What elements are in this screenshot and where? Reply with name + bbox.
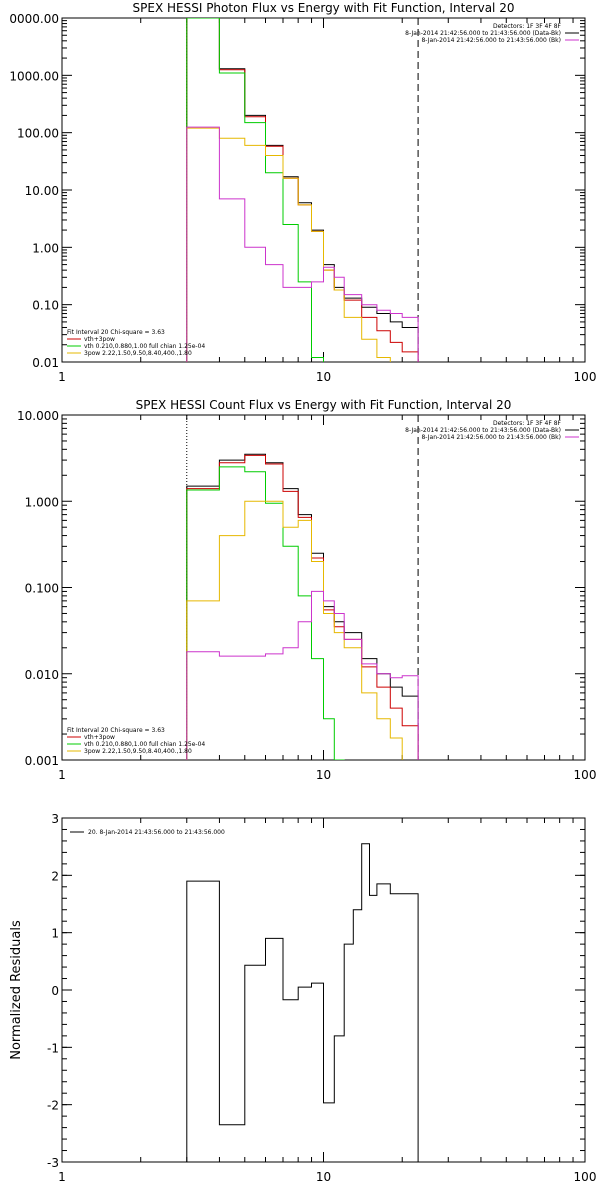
y-tick-label: 3 [51, 812, 59, 826]
chart-title: SPEX HESSI Photon Flux vs Energy with Fi… [133, 1, 515, 15]
x-tick-label: 100 [574, 370, 597, 384]
legend-top-right-text: 8-Jan-2014 21:42:56.000 to 21:43:56.000 … [421, 434, 561, 441]
series-line-bk [186, 590, 419, 760]
legend-top-right-text: Detectors: 1F 3F 4F 8F [493, 23, 562, 30]
legend-bottom-left-text: vth 0.210,0.880,1.00 full chian 1.25e-04 [84, 343, 205, 350]
legend-bottom-left-text: Fit Interval 20 Chi-square = 3.63 [67, 727, 165, 734]
series-line-3pow [186, 127, 391, 362]
series-line-residuals [186, 843, 419, 1162]
series-group [186, 843, 419, 1162]
series-group [186, 453, 419, 760]
y-tick-label: 100.00 [17, 127, 59, 141]
x-tick-label: 1 [58, 768, 66, 782]
legend-bottom-left-text: Fit Interval 20 Chi-square = 3.63 [67, 329, 165, 336]
count-flux-panel: SPEX HESSI Count Flux vs Energy with Fit… [17, 398, 597, 782]
y-tick-label: -3 [47, 1156, 59, 1170]
series-line-vth [186, 466, 345, 760]
y-tick-label: 0000.00 [9, 12, 59, 26]
y-tick-label: 10.00 [25, 184, 59, 198]
x-tick-label: 100 [574, 768, 597, 782]
series-line-vth [186, 18, 324, 362]
legend-top-left-text: 20. 8-Jan-2014 21:43:56.000 to 21:43:56.… [88, 829, 225, 836]
chart-title: SPEX HESSI Count Flux vs Energy with Fit… [136, 398, 512, 412]
photon-flux-panel: SPEX HESSI Photon Flux vs Energy with Fi… [9, 1, 597, 384]
legend-top-right-text: 8-Jan-2014 21:42:56.000 to 21:43:56.000 … [405, 427, 561, 434]
x-tick-label: 1 [58, 370, 66, 384]
x-tick-label: 1 [58, 1170, 66, 1184]
legend-bottom-left-text: 3pow 2.22,1.50,9.50,8.40,400.,1.80 [84, 748, 192, 755]
y-tick-label: 0.001 [25, 754, 59, 768]
legend-bottom-left-text: 3pow 2.22,1.50,9.50,8.40,400.,1.80 [84, 350, 192, 357]
residuals-panel: Normalized Residuals 1 10 100 -3 -2 -1 0 1 2 3 20. … [9, 812, 597, 1184]
y-tick-label: 0.01 [32, 356, 59, 370]
series-group [186, 18, 419, 362]
y-axis-label: Normalized Residuals [9, 920, 24, 1060]
series-line-vth-3pow [186, 18, 419, 362]
y-tick-label: -1 [47, 1041, 59, 1055]
x-tick-label: 100 [574, 1170, 597, 1184]
legend-top-right-text: 8-Jan-2014 21:42:56.000 to 21:43:56.000 … [421, 37, 561, 44]
legend-top-right-text: 8-Jan-2014 21:42:56.000 to 21:43:56.000 … [405, 30, 561, 37]
plot-frame [61, 17, 586, 363]
y-tick-label: 0.10 [32, 299, 59, 313]
legend-bottom-left-text: vth+3pow [84, 336, 115, 343]
series-line-bk [186, 126, 419, 362]
y-tick-label: 2 [51, 869, 59, 883]
x-tick-label: 10 [316, 1170, 331, 1184]
y-tick-label: 1000.00 [9, 69, 59, 83]
y-tick-label: 0 [51, 984, 59, 998]
y-tick-label: 0.100 [25, 582, 59, 596]
series-line-data-bk [186, 453, 419, 760]
y-tick-label: -2 [47, 1099, 59, 1113]
y-tick-label: 1 [51, 927, 59, 941]
x-tick-label: 10 [316, 768, 331, 782]
legend-bottom-left-text: vth+3pow [84, 734, 115, 741]
legend-bottom-left-text: vth 0.210,0.880,1.00 full chian 1.25e-04 [84, 741, 205, 748]
series-line-vth-3pow [186, 454, 419, 760]
x-tick-label: 10 [316, 370, 331, 384]
y-tick-label: 1.000 [25, 495, 59, 509]
legend-top-right-text: Detectors: 1F 3F 4F 8F [493, 420, 562, 427]
y-tick-label: 1.00 [32, 241, 59, 255]
series-line-3pow [186, 500, 403, 760]
series-line-data-bk [186, 18, 419, 362]
y-tick-label: 10.000 [17, 409, 59, 423]
y-tick-label: 0.010 [25, 668, 59, 682]
